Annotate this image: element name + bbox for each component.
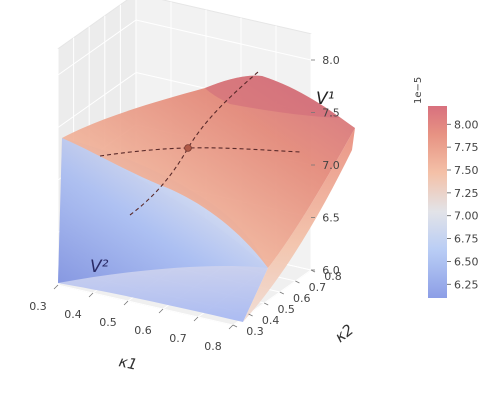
z-tick-label: 8.0 xyxy=(322,54,340,67)
x-tick-label: 0.8 xyxy=(204,340,222,353)
colorbar-tick-label: 7.50 xyxy=(454,164,479,177)
surface-v2 xyxy=(58,138,268,283)
colorbar-tick-label: 7.25 xyxy=(454,187,479,200)
grid-line xyxy=(57,19,137,76)
colorbar-tick-label: 6.75 xyxy=(454,233,479,246)
colorbar-tick-label: 7.75 xyxy=(454,141,479,154)
grid-line xyxy=(57,284,234,326)
colorbar-offset-text: 1e−5 xyxy=(413,77,424,104)
x-tick-label: 0.4 xyxy=(64,308,82,321)
x-tick-mark xyxy=(53,284,59,290)
y-tick-mark xyxy=(295,280,300,284)
surface-v1 xyxy=(62,75,355,268)
colorbar: 6.25 6.50 6.75 7.00 7.25 7.50 7.75 8.00 1e−5 xyxy=(413,77,479,298)
surface-right-face xyxy=(243,128,355,322)
y-tick-mark xyxy=(279,291,284,295)
ridge-curve-v2 xyxy=(129,71,259,216)
tick-layer: 0.30.40.50.60.70.80.30.40.50.60.70.86.06… xyxy=(29,54,342,353)
colorbar-tick-label: 8.00 xyxy=(454,118,479,131)
grid-line xyxy=(57,72,137,128)
x-tick-mark xyxy=(158,308,164,314)
colorbar-tick-label: 6.25 xyxy=(454,278,479,291)
ridge-curve-v1 xyxy=(99,147,301,157)
y-tick-label: 0.3 xyxy=(246,325,264,338)
x-tick-label: 0.6 xyxy=(134,324,152,337)
y-axis-label: κ2 xyxy=(331,321,357,347)
z-tick-label: 6.5 xyxy=(322,212,340,225)
colorbar-tick-label: 6.50 xyxy=(454,255,479,268)
x-axis-label: κ1 xyxy=(117,352,139,373)
x-tick-label: 0.5 xyxy=(99,316,117,329)
y-tick-label: 0.5 xyxy=(277,303,295,316)
x-tick-mark xyxy=(88,292,94,298)
colorbar-tick-label: 7.00 xyxy=(454,210,479,223)
surface-label-v1: V¹ xyxy=(316,89,334,109)
x-tick-mark xyxy=(123,300,129,306)
x-tick-label: 0.3 xyxy=(29,300,47,313)
z-tick-label: 6.0 xyxy=(322,264,340,277)
x-tick-mark xyxy=(193,316,199,322)
y-tick-mark xyxy=(264,302,269,306)
z-tick-label: 7.5 xyxy=(322,107,340,120)
x-tick-label: 0.7 xyxy=(169,332,187,345)
equilibrium-point xyxy=(184,144,192,152)
y-tick-label: 0.7 xyxy=(309,281,327,294)
surface-label-v2: V² xyxy=(90,257,109,277)
grid-line xyxy=(135,19,312,61)
x-tick-mark xyxy=(228,324,234,330)
z-tick-label: 7.0 xyxy=(322,159,340,172)
y-tick-mark xyxy=(232,324,238,328)
surface-layer xyxy=(58,71,355,322)
y-tick-mark xyxy=(248,313,253,317)
surface-v1-peak xyxy=(205,75,340,118)
y-tick-label: 0.8 xyxy=(324,270,342,283)
y-tick-label: 0.6 xyxy=(293,292,311,305)
y-tick-label: 0.4 xyxy=(262,314,280,327)
colorbar-gradient xyxy=(428,106,447,298)
